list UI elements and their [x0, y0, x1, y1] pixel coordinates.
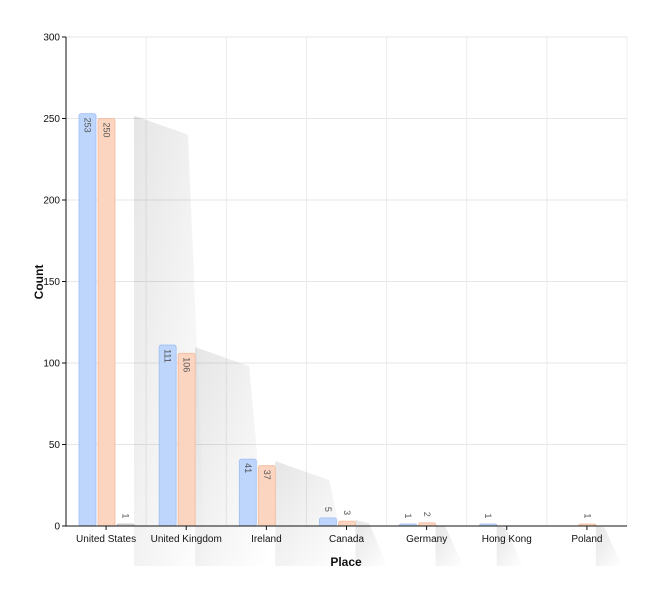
x-tick-label: United Kingdom: [151, 534, 222, 545]
bar-value-label: 253: [83, 118, 93, 133]
bar-value-label: 2: [422, 512, 432, 517]
x-tick-labels: United States United Kingdom Ireland Canada…: [76, 526, 602, 545]
x-tick-label: Germany: [406, 534, 447, 545]
y-tick-label: 0: [54, 522, 60, 533]
bar: [177, 352, 196, 527]
grid: [66, 36, 628, 527]
bar-value-label: 3: [342, 510, 352, 515]
bar-value-label: 1: [121, 513, 131, 518]
y-tick-label: 150: [43, 277, 60, 288]
bar-shadow: [595, 526, 623, 566]
bar: [338, 520, 356, 527]
y-tick-label: 200: [43, 196, 60, 207]
bar-value-label: 41: [243, 463, 253, 473]
bar-value-label: 5: [323, 507, 333, 512]
bar-value-label: 1: [483, 513, 493, 518]
bar-value-label: 250: [102, 123, 112, 138]
x-tick-label: United States: [76, 534, 136, 545]
y-tick-label: 250: [43, 114, 60, 125]
bar: [158, 344, 177, 527]
bar-shadows: [134, 115, 623, 567]
x-tick-label: Canada: [329, 534, 364, 545]
bar: [319, 517, 337, 527]
bar-shadow: [355, 519, 388, 566]
bar: [78, 113, 97, 527]
bar-value-label: 1: [582, 513, 592, 518]
x-tick-label: Poland: [571, 534, 602, 545]
y-tick-labels: 0 50 100 150 200 250 300: [43, 33, 66, 533]
bar-shadow: [496, 526, 524, 566]
x-tick-label: Hong Kong: [482, 534, 532, 545]
y-tick-label: 300: [43, 33, 60, 44]
y-tick-label: 100: [43, 359, 60, 370]
bar-value-label: 106: [182, 357, 192, 372]
bar-value-label: 37: [262, 470, 272, 480]
bar: [97, 118, 116, 527]
bar-value-label: 1: [403, 513, 413, 518]
x-axis-title: Place: [330, 555, 362, 569]
y-tick-label: 50: [49, 440, 61, 451]
bar-shadow: [275, 461, 348, 566]
bar-value-label: 111: [163, 349, 173, 363]
bar-shadow: [435, 524, 464, 566]
y-axis-title: Count: [32, 265, 46, 300]
x-tick-label: Ireland: [251, 534, 282, 545]
